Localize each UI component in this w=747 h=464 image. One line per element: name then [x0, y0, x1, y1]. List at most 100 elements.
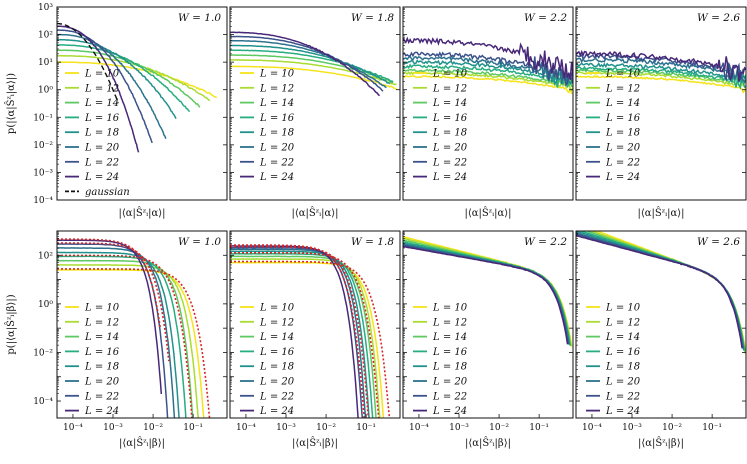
series-line-l14 — [57, 49, 201, 108]
x-axis-label: |⟨α|Ŝᶻᵢ|α⟩| — [292, 207, 339, 219]
x-axis-label: |⟨α|Ŝᶻᵢ|α⟩| — [638, 207, 685, 219]
series-line-l12 — [57, 264, 199, 418]
series-line-gaussian — [57, 22, 119, 104]
panel-label: W = 1.0 — [178, 236, 221, 248]
series-line-l24 — [230, 31, 381, 97]
legend-label: L = 20 — [259, 143, 295, 154]
plot-frame — [229, 6, 401, 201]
series-line-l20 — [57, 33, 167, 139]
y-axis-label: p(|⟨α|Ŝᶻᵢ|α⟩|) — [5, 73, 17, 134]
plot-frame — [56, 230, 228, 419]
series-line-l10 — [230, 65, 397, 90]
legend-label: L = 20 — [84, 143, 120, 154]
xtick-label: 10⁻² — [662, 423, 682, 433]
legend-label: L = 22 — [84, 157, 119, 168]
legend-label: L = 16 — [432, 113, 468, 124]
ytick-label: 10⁻³ — [33, 168, 53, 178]
legend-label: L = 20 — [432, 143, 468, 154]
legend-label: L = 22 — [432, 391, 467, 402]
plot-frame — [229, 230, 401, 419]
xtick-label: 10⁻¹ — [183, 423, 203, 433]
fit-line — [230, 244, 365, 418]
series-line-l20 — [57, 247, 176, 418]
legend-label: L = 24 — [605, 406, 640, 417]
legend-label: L = 16 — [432, 347, 468, 358]
legend-label: L = 10 — [259, 303, 295, 314]
xtick-label: 10⁻² — [316, 423, 336, 433]
panel-offdiag-1: 10⁻⁴ 10⁻³ 10⁻² 10⁻¹ |⟨α|Ŝᶻᵢ|β⟩| W = 1.8 L = 10… — [229, 230, 401, 449]
legend-label: L = 16 — [259, 113, 295, 124]
legend-label: L = 24 — [259, 406, 294, 417]
legend-label: L = 22 — [432, 157, 467, 168]
legend-label: L = 24 — [259, 172, 294, 183]
series-line-l12 — [403, 237, 572, 347]
fit-line — [230, 245, 370, 418]
series-group — [576, 49, 746, 94]
legend-label: L = 14 — [605, 98, 640, 109]
legend-label: L = 24 — [432, 406, 467, 417]
legend-label: L = 10 — [432, 303, 468, 314]
series-line-l24 — [57, 25, 140, 153]
legend-label: L = 22 — [259, 391, 294, 402]
series-line-l22 — [403, 244, 569, 345]
legend-label: L = 12 — [84, 83, 119, 94]
series-line-l16 — [576, 65, 746, 90]
legend-label: L = 24 — [432, 172, 467, 183]
legend-label: L = 18 — [84, 128, 119, 139]
panel-label: W = 2.2 — [524, 12, 567, 24]
ytick-label: 10⁰ — [38, 86, 53, 96]
x-axis-label: |⟨α|Ŝᶻᵢ|α⟩| — [465, 207, 512, 219]
legend-label: L = 18 — [432, 362, 467, 373]
ytick-label: 10⁻⁴ — [33, 196, 53, 206]
panel-offdiag-2: 10⁻⁴ 10⁻³ 10⁻² 10⁻¹ |⟨α|Ŝᶻᵢ|β⟩| W = 2.2 L = 10… — [402, 230, 574, 449]
legend-label: L = 20 — [605, 377, 641, 388]
legend-label: L = 22 — [605, 157, 640, 168]
series-group — [576, 231, 746, 355]
legend-label: L = 18 — [605, 362, 640, 373]
series-line-l20 — [576, 57, 746, 84]
series-group — [57, 238, 211, 418]
series-line-l20 — [230, 248, 367, 418]
legend-label: L = 12 — [84, 317, 119, 328]
ytick-label: 10² — [38, 31, 53, 41]
ytick-label: 10² — [38, 251, 53, 261]
series-line-l10 — [403, 235, 573, 347]
series-line-l14 — [403, 68, 573, 89]
plot-frame — [402, 6, 574, 201]
panel-diag-0: 10⁻⁴ 10⁻³ 10⁻² 10⁻¹ 10⁰ 10¹ 10² 10³ p(|⟨α|Ŝᶻᵢ|α⟩… — [5, 3, 228, 219]
y-axis-label: p(|⟨α|Ŝᶻᵢ|β⟩|) — [5, 294, 17, 354]
series-line-l22 — [57, 29, 153, 144]
legend-label: L = 20 — [605, 143, 641, 154]
series-line-l24 — [576, 234, 743, 349]
legend-label: L = 16 — [84, 347, 120, 358]
series-line-l22 — [403, 51, 573, 87]
series-line-l18 — [230, 250, 370, 418]
legend-label: L = 18 — [259, 128, 294, 139]
series-line-l24 — [403, 36, 573, 81]
series-line-l18 — [57, 38, 177, 120]
series-line-l18 — [576, 61, 746, 84]
legend-label: L = 14 — [432, 332, 467, 343]
series-group — [57, 22, 218, 153]
series-line-l22 — [230, 35, 384, 92]
legend-label: L = 22 — [84, 391, 119, 402]
legend-label: L = 22 — [259, 157, 294, 168]
legend-label: L = 12 — [432, 317, 467, 328]
series-line-l12 — [403, 71, 573, 92]
panel-diag-1: |⟨α|Ŝᶻᵢ|α⟩| W = 1.8 L = 10 L = 12 L = 14 L = … — [229, 6, 401, 219]
legend-label: L = 14 — [259, 332, 294, 343]
plot-frame — [402, 230, 574, 419]
series-group — [230, 31, 397, 97]
xtick-label: 10⁻² — [489, 423, 509, 433]
legend-label: L = 22 — [605, 391, 640, 402]
series-line-l18 — [230, 44, 391, 85]
xtick-label: 10⁻³ — [103, 423, 123, 433]
panel-label: W = 2.2 — [524, 236, 567, 248]
series-line-l10 — [576, 74, 746, 94]
series-line-l14 — [230, 255, 377, 418]
series-line-l24 — [576, 49, 746, 82]
legend-label: L = 16 — [84, 113, 120, 124]
series-line-l14 — [403, 239, 572, 346]
series-line-l12 — [57, 54, 211, 102]
